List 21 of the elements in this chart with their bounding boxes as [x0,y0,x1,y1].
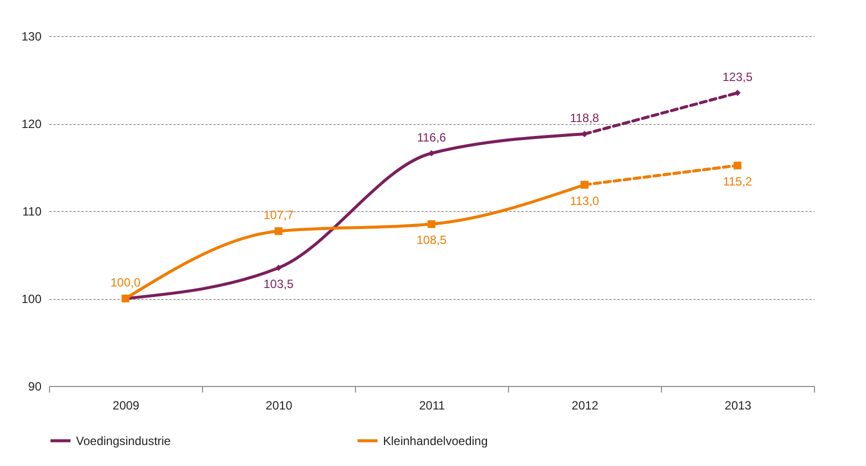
legend-label: Voedingsindustrie [76,434,172,448]
data-label: 115,2 [722,174,752,188]
legend-label: Kleinhandelvoeding [383,434,488,448]
x-tick-label: 2009 [112,398,140,412]
y-tick-label: 100 [21,292,42,306]
data-label: 108,5 [416,233,447,248]
y-tick-label: 110 [22,204,42,218]
x-tick-label: 2011 [419,398,446,412]
data-label: 107,7 [263,208,294,222]
x-tick-label: 2012 [572,398,599,412]
x-tick-label: 2013 [724,398,752,412]
y-tick-label: 130 [21,30,42,44]
data-label: 113,0 [570,194,600,208]
y-tick-label: 90 [28,380,42,394]
data-label: 118,8 [570,111,600,125]
data-label: 116,6 [416,130,446,144]
data-label: 103,5 [263,276,294,291]
data-label: 100,0 [110,276,141,290]
data-label: 123,5 [722,70,753,84]
y-tick-label: 120 [21,117,42,131]
x-tick-label: 2010 [266,398,293,412]
